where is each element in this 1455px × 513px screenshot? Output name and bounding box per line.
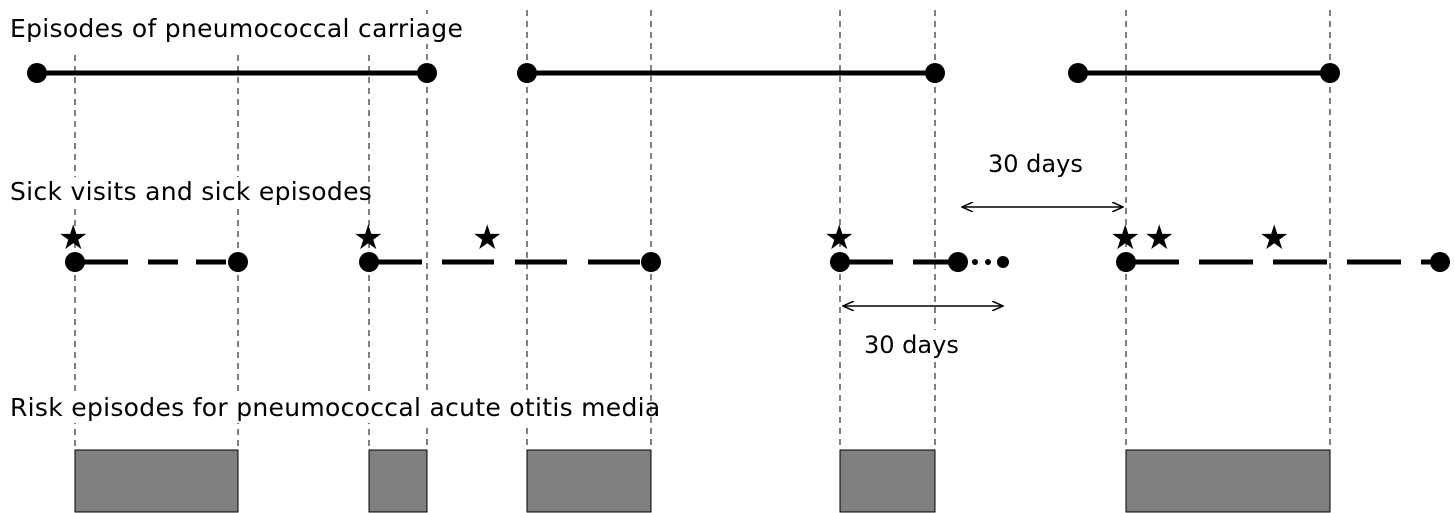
sick-visit-star-icon: ★ — [1110, 218, 1140, 258]
carriage-endpoint-dot — [517, 63, 537, 83]
continuation-dot — [997, 256, 1009, 268]
carriage-endpoint-dot — [417, 63, 437, 83]
sick-visit-star-icon: ★ — [1144, 218, 1174, 258]
risk-episode-block — [368, 449, 428, 513]
carriage-endpoint-dot — [27, 63, 47, 83]
continuation-dot-small — [985, 259, 991, 265]
sick-visit-star-icon: ★ — [353, 218, 383, 258]
continuation-dot-small — [972, 259, 978, 265]
sick-section-title: Sick visits and sick episodes — [10, 177, 372, 206]
vertical-guides — [74, 10, 1331, 450]
sick-visit-star-icon: ★ — [824, 218, 854, 258]
lower-30-days-label: 30 days — [864, 331, 959, 359]
carriage-endpoint-dot — [1068, 63, 1088, 83]
sick-visit-stars: ★ ★ ★ ★ ★ ★ ★ — [58, 218, 1289, 258]
sick-endpoint-dot — [359, 252, 379, 272]
sick-endpoint-dot — [948, 252, 968, 272]
carriage-endpoints — [27, 63, 1340, 83]
risk-episode-block — [1125, 449, 1331, 513]
upper-30-days-label: 30 days — [988, 150, 1083, 178]
carriage-endpoint-dot — [925, 63, 945, 83]
sick-visit-star-icon: ★ — [58, 218, 88, 258]
risk-episode-block — [74, 449, 239, 513]
sick-episode-endpoints — [65, 252, 1450, 272]
risk-section-title: Risk episodes for pneumococcal acute oti… — [10, 393, 661, 422]
sick-endpoint-dot — [65, 252, 85, 272]
sick-endpoint-dot — [830, 252, 850, 272]
sick-endpoint-dot — [1116, 252, 1136, 272]
sick-endpoint-dot — [641, 252, 661, 272]
sick-visit-star-icon: ★ — [1259, 218, 1289, 258]
sick-endpoint-dot — [1430, 252, 1450, 272]
risk-episodes — [74, 449, 1331, 513]
carriage-section-title: Episodes of pneumococcal carriage — [10, 14, 463, 43]
sick-endpoint-dot — [228, 252, 248, 272]
risk-episode-block — [839, 449, 936, 513]
carriage-endpoint-dot — [1320, 63, 1340, 83]
sick-visit-star-icon: ★ — [472, 218, 502, 258]
risk-episode-block — [526, 449, 652, 513]
